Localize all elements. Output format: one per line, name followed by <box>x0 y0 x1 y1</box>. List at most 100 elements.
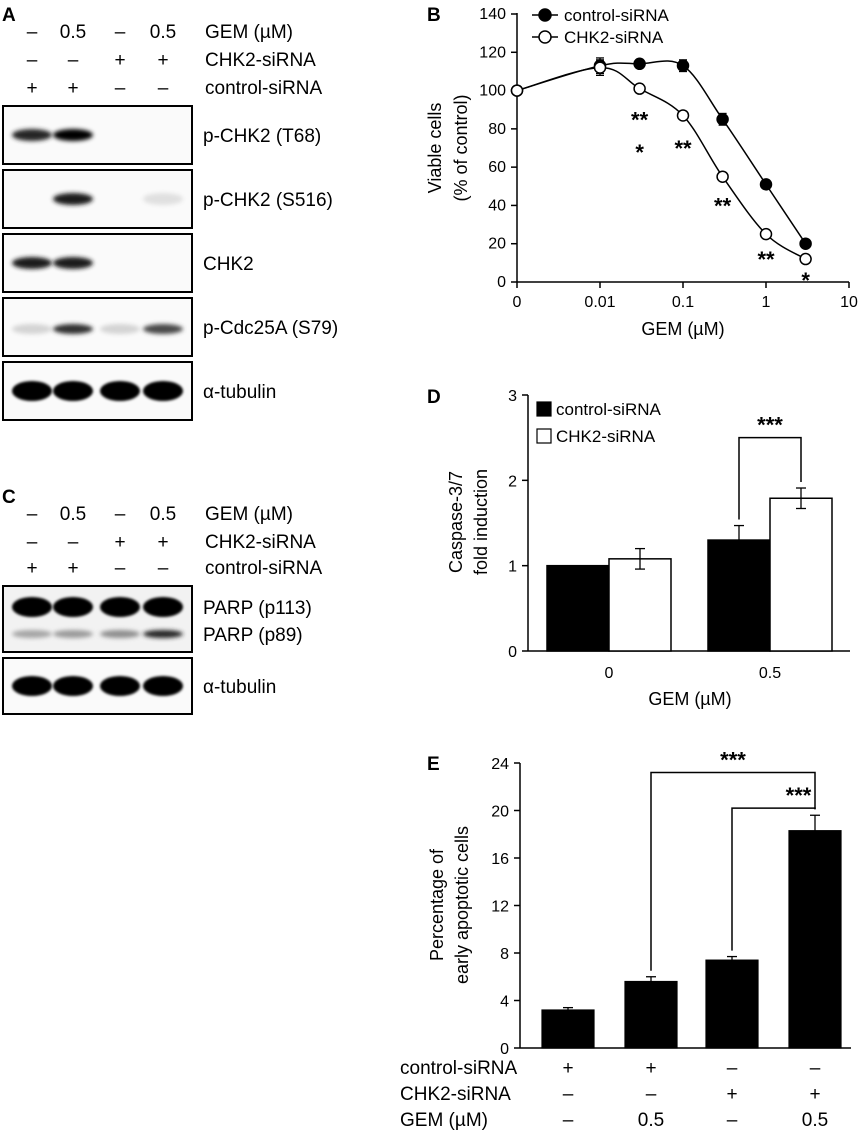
y-tick-label: 80 <box>488 121 506 138</box>
y-tick-label: 60 <box>488 159 506 176</box>
blot-band <box>12 630 52 638</box>
header-c-r0-c0: – <box>27 504 38 525</box>
x-tick-label: 0 <box>605 665 614 682</box>
x-tick-label: 0 <box>513 294 522 311</box>
bar-3 <box>788 830 842 1049</box>
blot-band <box>53 676 93 696</box>
chart-d-y-ticks: 0 1 2 3 <box>508 388 528 661</box>
chart-b-legend: control-siRNA CHK2-siRNA <box>532 6 670 47</box>
blot-band <box>143 193 183 205</box>
data-point-chk2 <box>759 227 773 241</box>
condition-cell: + <box>809 1084 820 1105</box>
chart-e-significance: *** *** <box>650 748 816 971</box>
x-tick-label: 1 <box>762 294 771 311</box>
chart-d-legend-0: control-siRNA <box>556 400 662 419</box>
data-point-control <box>716 113 729 126</box>
condition-cell: + <box>645 1058 656 1079</box>
chart-d-ylabel-2: fold induction <box>471 469 491 575</box>
condition-cell: + <box>562 1058 573 1079</box>
y-tick-label: 120 <box>479 44 506 61</box>
data-point-control <box>759 178 773 191</box>
blot-a-header: – 0.5 – 0.5 GEM (µM) – – + + CHK2-siRNA … <box>26 22 322 99</box>
blot-a-strip-4: α-tubulin <box>2 361 276 421</box>
panel-label-d: D <box>427 387 441 408</box>
x-tick-label: 10 <box>840 294 858 311</box>
blot-band <box>53 324 93 334</box>
blot-a-label-3: p-Cdc25A (S79) <box>203 318 338 339</box>
blot-band <box>100 381 140 401</box>
significance-mark: *** <box>786 783 812 808</box>
blot-band <box>100 630 140 638</box>
significance-mark: ** <box>757 247 775 272</box>
header-a-r2-c3: – <box>158 78 169 99</box>
header-a-r0-c1: 0.5 <box>60 22 86 43</box>
chart-b-x-ticks: 0 0.01 0.1 1 10 <box>513 282 858 311</box>
western-blot-c: – 0.5 – 0.5 GEM (µM) – – + + CHK2-siRNA … <box>2 504 323 715</box>
bar-chk2-1 <box>769 497 833 652</box>
condition-label: control-siRNA <box>400 1058 518 1079</box>
condition-cell: 0.5 <box>638 1110 664 1131</box>
chart-b-series <box>510 57 812 266</box>
header-c-r2-c3: – <box>158 558 169 579</box>
bar-control-1 <box>707 539 771 652</box>
blot-c-label-0a: PARP (p113) <box>203 598 312 619</box>
y-tick-label: 0 <box>500 1041 509 1058</box>
blot-band <box>143 324 183 334</box>
significance-mark: ** <box>674 136 692 161</box>
blot-band <box>100 324 140 334</box>
x-tick-label: 0.5 <box>759 665 781 682</box>
data-point-chk2 <box>676 109 690 122</box>
header-c-r2-c2: – <box>115 558 126 579</box>
condition-cell: – <box>727 1058 738 1079</box>
bar-chk2-0 <box>608 558 672 652</box>
header-a-r0-c2: – <box>115 22 126 43</box>
y-tick-label: 0 <box>508 644 517 661</box>
blot-band <box>100 597 140 617</box>
blot-c-header: – 0.5 – 0.5 GEM (µM) – – + + CHK2-siRNA … <box>26 504 322 579</box>
blot-a-strip-2: CHK2 <box>2 233 254 293</box>
blot-c-label-0b: PARP (p89) <box>203 625 303 646</box>
bar-control-0 <box>546 564 610 652</box>
header-a-r1-c1: – <box>68 50 79 71</box>
header-c-r0-c2: – <box>115 504 126 525</box>
condition-label: GEM (µM) <box>400 1110 488 1131</box>
blot-band <box>12 257 52 269</box>
western-blot-a: – 0.5 – 0.5 GEM (µM) – – + + CHK2-siRNA … <box>2 22 338 421</box>
significance-bracket <box>731 807 816 951</box>
y-tick-label: 100 <box>479 83 506 100</box>
chart-b-legend-0: control-siRNA <box>564 6 670 25</box>
y-tick-label: 12 <box>491 899 509 916</box>
header-c-r2-c1: + <box>67 558 78 579</box>
chart-e-ylabel-1: Percentage of <box>427 848 447 961</box>
blot-band <box>53 257 93 269</box>
blot-band <box>12 676 52 696</box>
chart-e-apoptosis: 0 4 8 12 16 20 24 *** *** Percentage of early a… <box>400 748 851 1131</box>
condition-label: CHK2-siRNA <box>400 1084 511 1105</box>
blot-band <box>12 129 52 141</box>
significance-mark: ** <box>714 194 732 219</box>
condition-cell: – <box>810 1058 821 1079</box>
y-tick-label: 0 <box>497 274 506 291</box>
y-tick-label: 24 <box>491 756 509 773</box>
header-a-r0-label: GEM (µM) <box>205 22 293 43</box>
blot-band <box>143 381 183 401</box>
x-tick-label: 0.1 <box>672 294 694 311</box>
data-point-control <box>799 237 812 250</box>
significance-bracket <box>650 771 816 971</box>
significance-mark: *** <box>720 748 746 773</box>
chart-d-ylabel-1: Caspase-3/7 <box>446 471 466 573</box>
chart-d-bars <box>546 487 833 652</box>
data-point-control <box>676 59 690 72</box>
blot-band <box>53 630 93 638</box>
chart-d-legend-1: CHK2-siRNA <box>556 427 656 446</box>
chart-b-ylabel-2: (% of control) <box>451 94 471 201</box>
y-tick-label: 20 <box>488 236 506 253</box>
chart-e-y-ticks: 0 4 8 12 16 20 24 <box>491 756 520 1058</box>
header-c-r0-c3: 0.5 <box>150 504 176 525</box>
blot-band <box>53 193 93 205</box>
panel-label-b: B <box>427 5 441 26</box>
y-tick-label: 40 <box>488 197 506 214</box>
bar-2 <box>705 959 759 1049</box>
